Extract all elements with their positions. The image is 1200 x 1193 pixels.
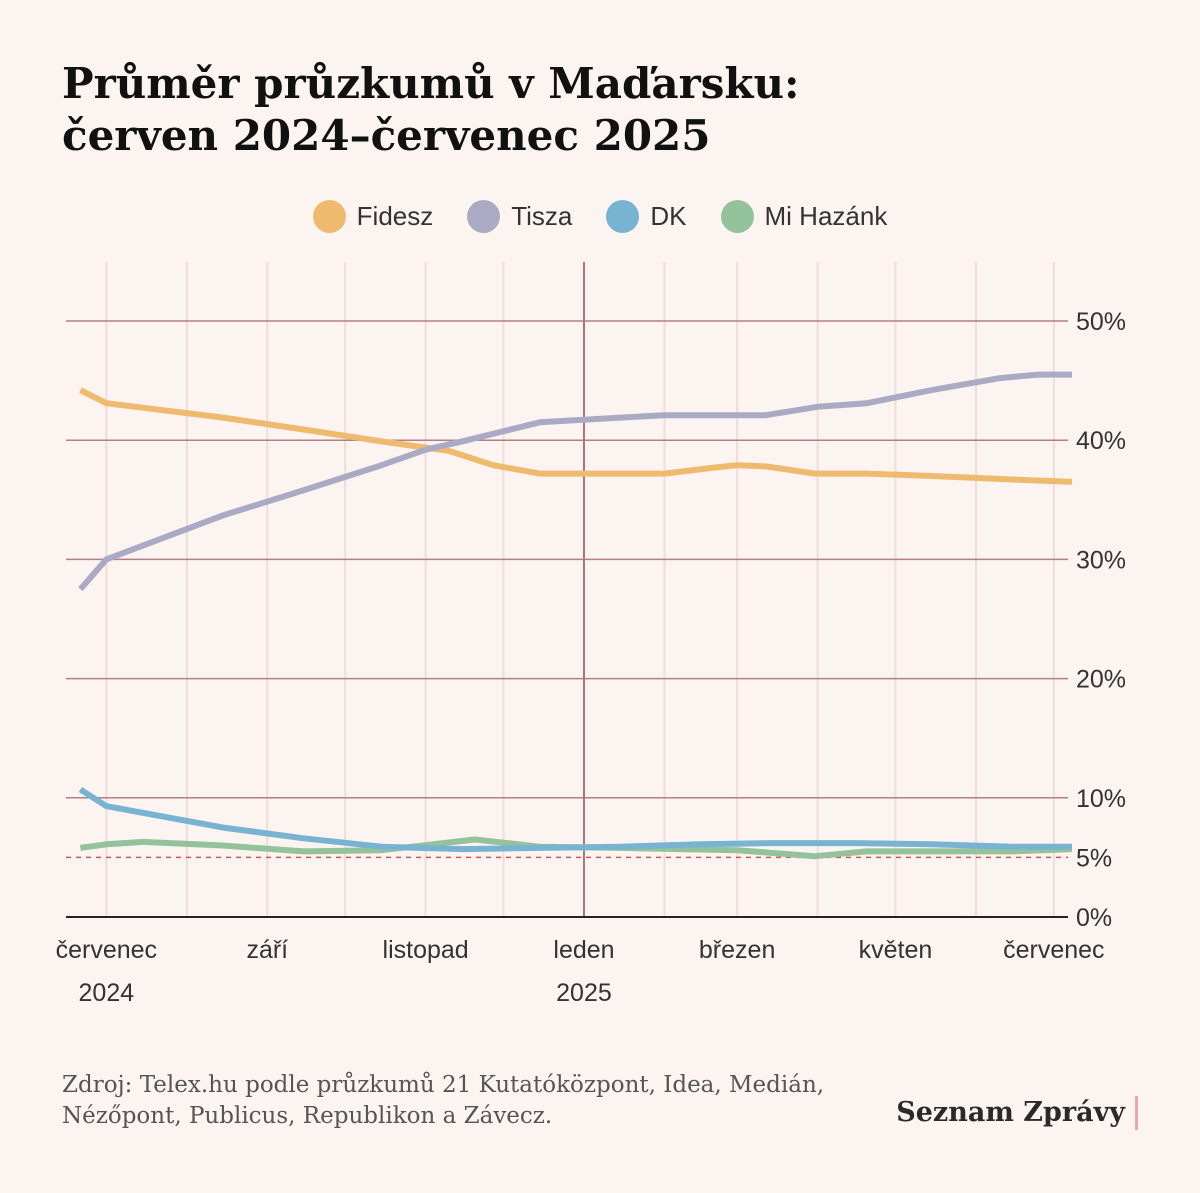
legend-label-dk: DK — [650, 201, 687, 231]
series-line-fidesz — [79, 387, 1073, 485]
x-tick-label: červenec — [56, 936, 157, 964]
brand-logo: Seznam Zprávy — [896, 1096, 1138, 1130]
x-tick-label: březen — [699, 936, 775, 964]
legend-item-tisza: Tisza — [467, 200, 572, 233]
y-tick-label: 30% — [1076, 546, 1126, 574]
legend-swatch-fidesz — [312, 200, 346, 233]
source-line-1: Zdroj: Telex.hu podle průzkumů 21 Kutató… — [62, 1072, 825, 1098]
legend-label-tisza: Tisza — [511, 201, 573, 231]
y-tick-label: 0% — [1076, 904, 1112, 932]
x-tick-label: leden — [553, 936, 614, 964]
legend-swatch-dk — [606, 200, 640, 233]
source-note: Zdroj: Telex.hu podle průzkumů 21 Kutató… — [62, 1070, 882, 1132]
chart-title-line-2: červen 2024–červenec 2025 — [62, 111, 711, 160]
x-tick-label: září — [246, 936, 288, 964]
legend-label-fidesz: Fidesz — [356, 201, 434, 231]
y-tick-label: 5% — [1076, 844, 1112, 872]
legend-item-fidesz: Fidesz — [312, 200, 434, 233]
chart-title: Průměr průzkumů v Maďarsku: červen 2024–… — [62, 58, 1142, 162]
legend-item-mi-hazank: Mi Hazánk — [720, 200, 888, 233]
chart-title-line-1: Průměr průzkumů v Maďarsku: — [62, 59, 800, 108]
legend-swatch-mi-hazank — [720, 200, 754, 233]
legend-item-dk: DK — [606, 200, 687, 233]
series-line-tisza — [78, 371, 1072, 592]
source-line-2: Nézőpont, Publicus, Republikon a Závecz. — [62, 1103, 553, 1129]
x-tick-year-label: 2025 — [556, 979, 612, 1007]
legend-label-mi-hazank: Mi Hazánk — [764, 201, 888, 231]
y-tick-label: 50% — [1076, 308, 1126, 336]
x-tick-year-label: 2024 — [79, 979, 135, 1007]
x-tick-label: červenec — [1003, 936, 1104, 964]
line-chart: 0% 5% 10% 20% 30% 40% 50% červenec 2024 září listo… — [56, 262, 1126, 1007]
series-line-dk — [78, 786, 1072, 853]
y-tick-label: 10% — [1076, 785, 1126, 813]
x-tick-label: květen — [859, 936, 933, 964]
y-tick-label: 40% — [1076, 427, 1126, 455]
x-tick-label: listopad — [383, 936, 469, 964]
chart-legend: Fidesz Tisza DK Mi Hazánk — [0, 200, 1200, 233]
legend-swatch-tisza — [467, 200, 501, 233]
y-tick-label: 20% — [1076, 666, 1126, 694]
